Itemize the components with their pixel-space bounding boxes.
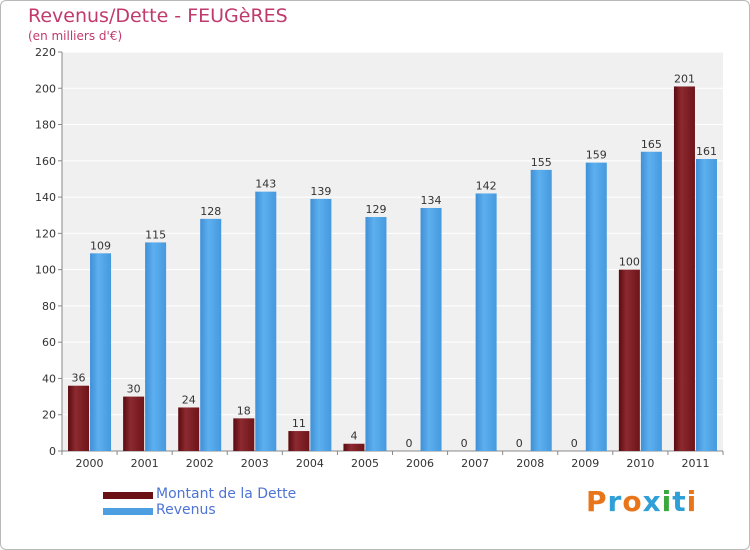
legend-swatch-dette	[103, 492, 153, 499]
data-label-dette: 36	[72, 372, 86, 385]
x-tick-label: 2004	[296, 457, 324, 470]
x-tick-label: 2000	[76, 457, 104, 470]
logo-letter: i	[661, 485, 673, 518]
data-label-revenus: 129	[365, 203, 386, 216]
data-label-dette: 0	[461, 437, 468, 450]
data-label-revenus: 109	[90, 239, 111, 252]
bar-dette	[288, 431, 310, 451]
bar-revenus	[640, 151, 662, 451]
legend-label-dette: Montant de la Dette	[156, 486, 297, 502]
data-label-dette: 0	[516, 437, 523, 450]
legend-label-revenus: Revenus	[156, 502, 216, 518]
data-label-dette: 0	[571, 437, 578, 450]
x-tick-label: 2008	[516, 457, 544, 470]
x-tick-label: 2009	[571, 457, 599, 470]
x-tick-label: 2007	[461, 457, 489, 470]
y-tick-label: 80	[42, 300, 56, 313]
bar-dette	[68, 385, 90, 451]
bar-revenus	[200, 218, 222, 451]
y-tick-label: 0	[49, 445, 56, 458]
bar-revenus	[585, 162, 607, 451]
bar-revenus	[365, 217, 387, 451]
logo-letter: o	[622, 485, 643, 518]
y-tick-label: 200	[35, 82, 56, 95]
y-tick-label: 140	[35, 191, 56, 204]
data-label-revenus: 155	[531, 156, 552, 169]
bar-dette	[343, 443, 365, 451]
logo-letter: i	[686, 485, 698, 518]
bar-dette	[178, 407, 200, 451]
y-tick-label: 220	[35, 46, 56, 59]
logo-letter: t	[672, 485, 687, 518]
chart-title: Revenus/Dette - FEUGèRES	[28, 5, 288, 27]
data-label-dette: 24	[182, 393, 196, 406]
y-tick-label: 160	[35, 155, 56, 168]
chart-subtitle: (en milliers d'€)	[28, 29, 123, 43]
data-label-dette: 4	[350, 430, 357, 443]
data-label-dette: 18	[237, 404, 251, 417]
y-tick-label: 60	[42, 336, 56, 349]
x-tick-label: 2010	[626, 457, 654, 470]
y-tick-label: 120	[35, 227, 56, 240]
y-tick-label: 100	[35, 264, 56, 277]
data-label-revenus: 115	[145, 228, 166, 241]
bar-revenus	[90, 253, 112, 451]
data-label-dette: 100	[619, 256, 640, 269]
logo-letter: x	[642, 485, 662, 518]
data-label-revenus: 134	[421, 194, 442, 207]
data-label-dette: 30	[127, 383, 141, 396]
data-label-revenus: 142	[476, 179, 497, 192]
proxiti-logo: Proxiti	[586, 485, 697, 518]
bar-revenus	[145, 242, 167, 451]
legend-swatch-revenus	[103, 508, 153, 515]
bar-dette	[673, 86, 695, 451]
data-label-revenus: 139	[310, 185, 331, 198]
bar-revenus	[420, 207, 442, 451]
data-label-dette: 0	[406, 437, 413, 450]
x-tick-label: 2003	[241, 457, 269, 470]
data-label-dette: 11	[292, 417, 306, 430]
data-label-dette: 201	[674, 72, 695, 85]
y-tick-label: 20	[42, 409, 56, 422]
bar-revenus	[310, 198, 332, 451]
logo-letter: r	[607, 485, 623, 518]
y-tick-label: 40	[42, 372, 56, 385]
data-label-revenus: 165	[641, 138, 662, 151]
y-tick-label: 180	[35, 119, 56, 132]
bar-dette	[233, 418, 255, 451]
data-label-revenus: 161	[696, 145, 717, 158]
x-tick-label: 2002	[186, 457, 214, 470]
x-tick-label: 2011	[681, 457, 709, 470]
bar-dette	[123, 396, 145, 451]
x-tick-label: 2001	[131, 457, 159, 470]
data-label-revenus: 159	[586, 149, 607, 162]
x-tick-label: 2006	[406, 457, 434, 470]
bar-dette	[618, 269, 640, 451]
logo-letter: P	[586, 485, 608, 518]
x-tick-label: 2005	[351, 457, 379, 470]
data-label-revenus: 143	[255, 178, 276, 191]
data-label-revenus: 128	[200, 205, 221, 218]
plot-area	[62, 52, 723, 451]
bar-revenus	[695, 159, 717, 451]
bar-revenus	[255, 191, 277, 451]
bar-revenus	[530, 169, 552, 452]
bar-revenus	[475, 193, 497, 452]
